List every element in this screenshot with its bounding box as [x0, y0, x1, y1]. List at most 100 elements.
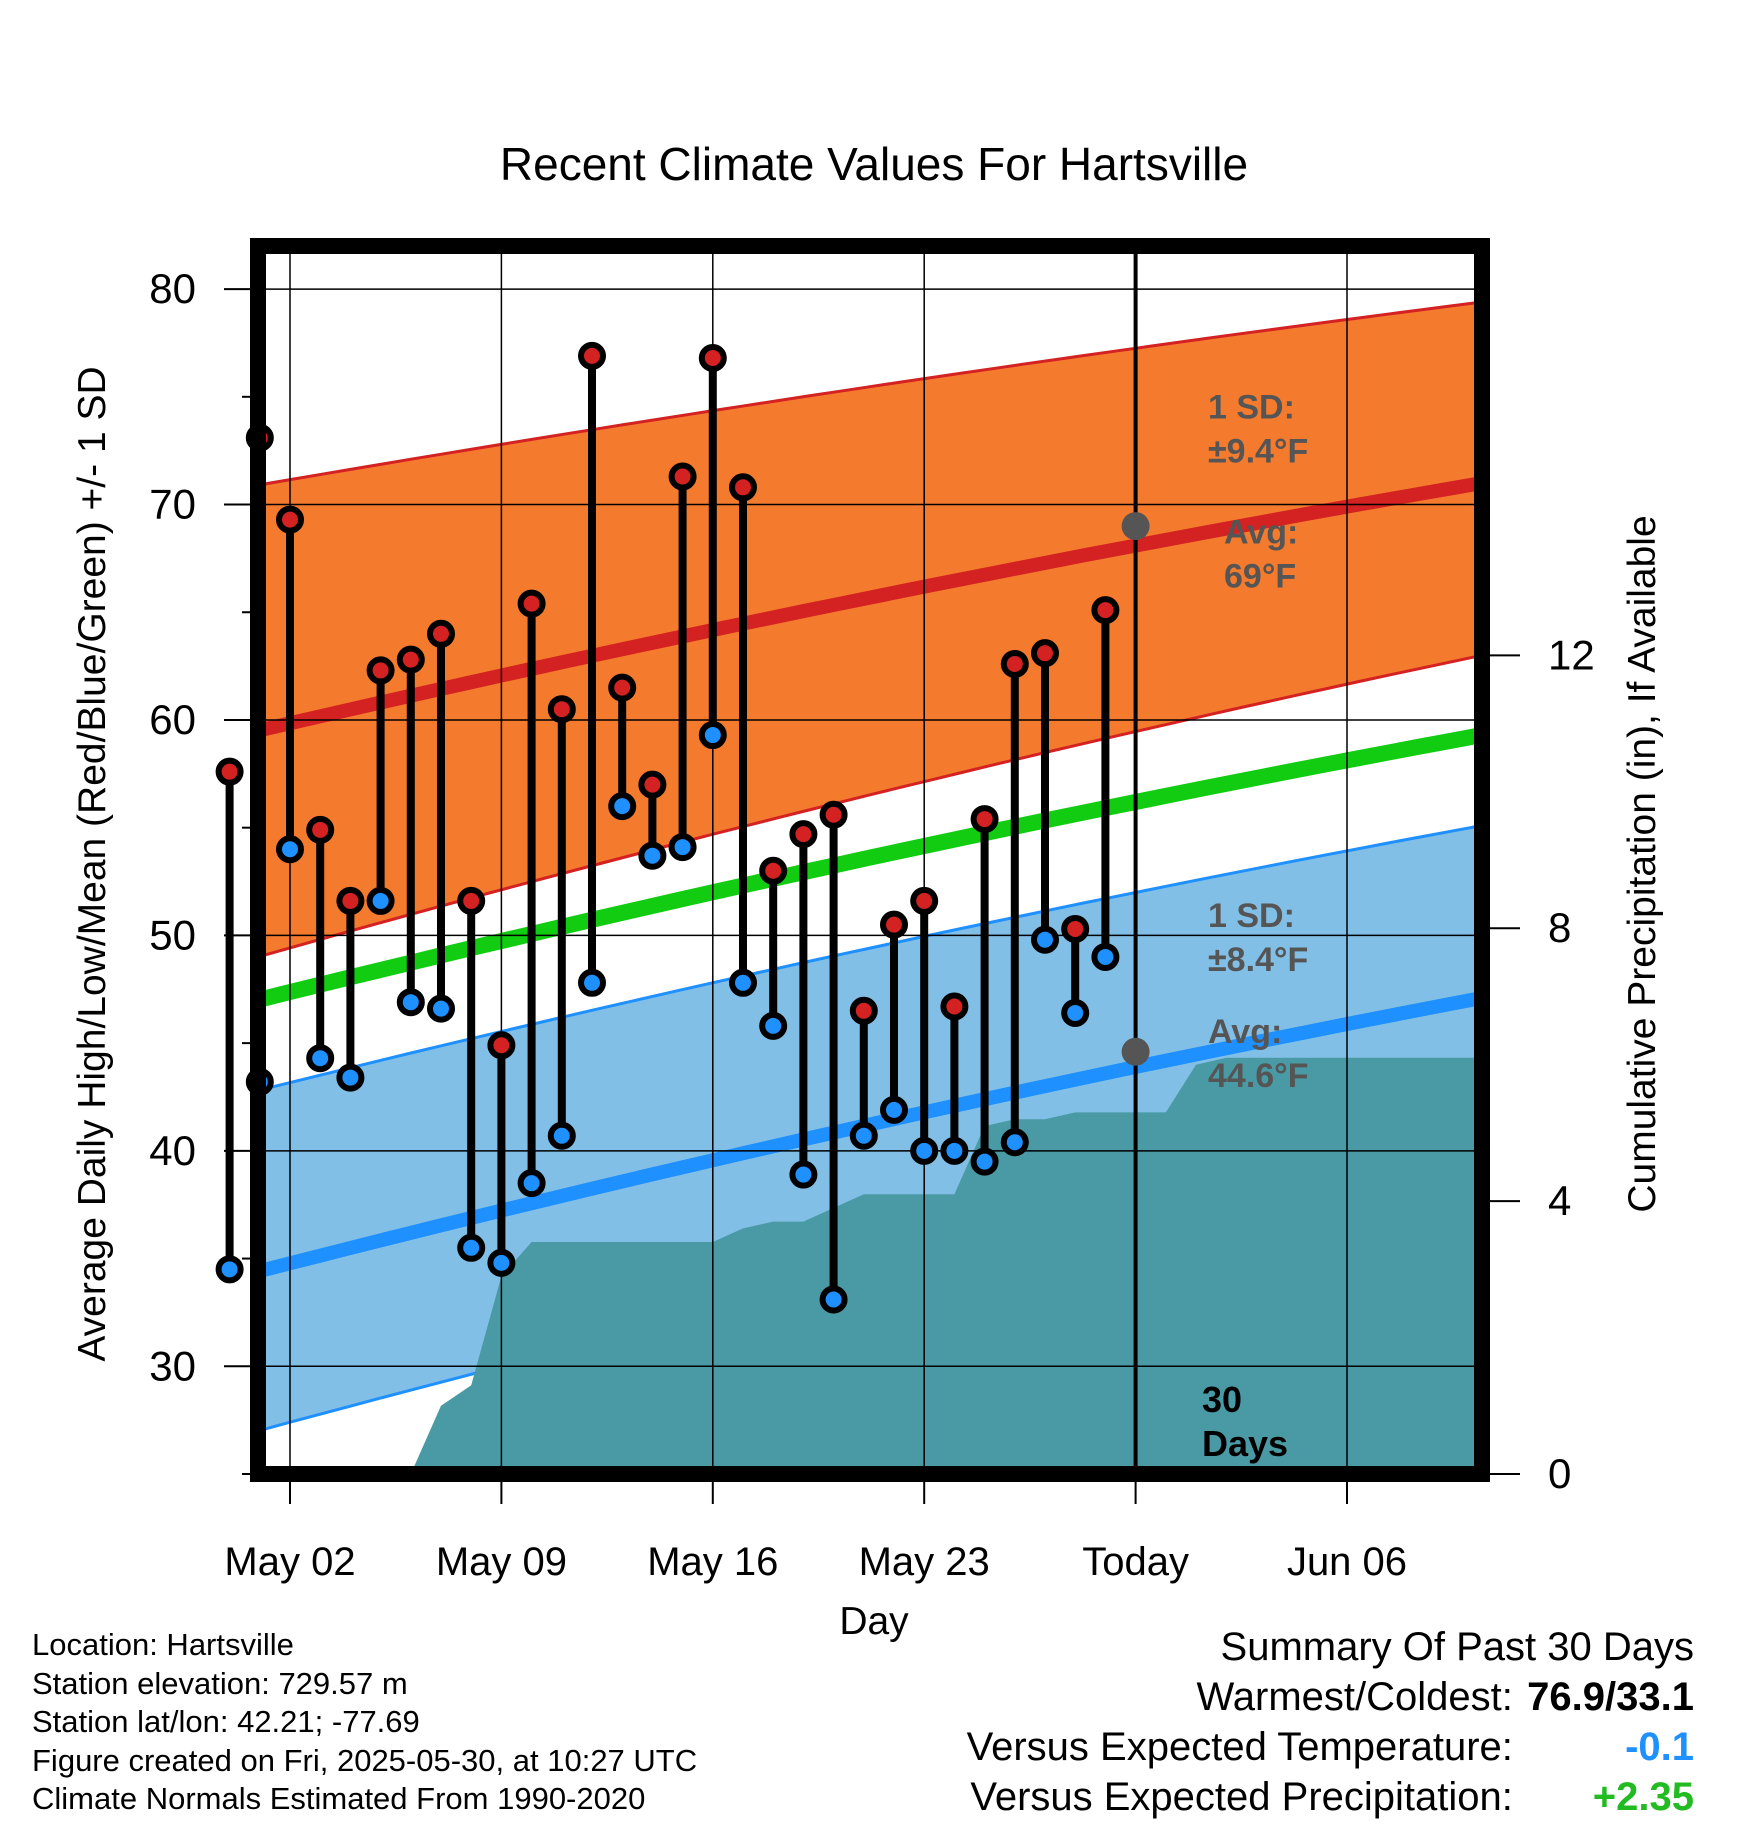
low-point [910, 1136, 939, 1165]
high-point [366, 656, 395, 685]
normals-text: Climate Normals Estimated From 1990-2020 [32, 1781, 646, 1816]
temperature-series: 1 SD: ±9.4°F Avg: 69°F 1 SD: ±8.4°F Avg: 44.6°F… [215, 246, 1309, 1474]
y-tick-label: 80 [149, 265, 196, 312]
low-point [638, 841, 667, 870]
high-point [849, 996, 878, 1025]
high-point [1091, 596, 1120, 625]
low-point [457, 1233, 486, 1262]
annotation-text: Avg: 69°F [1224, 513, 1298, 595]
x-tick-label: May 16 [647, 1540, 778, 1584]
low-point [366, 886, 395, 915]
high-point [608, 673, 637, 702]
y-tick-label: 30 [149, 1342, 196, 1389]
plot-frame [250, 238, 1490, 1482]
low-point [608, 792, 637, 821]
high-normal-line [256, 476, 1484, 738]
high-point [1031, 639, 1059, 668]
high-point [215, 757, 244, 786]
low-point [698, 721, 727, 750]
warmest-value: 76.9/33.1 [1527, 1675, 1694, 1719]
high-point [910, 886, 939, 915]
high-point [668, 462, 697, 491]
average-marker [1121, 1037, 1150, 1066]
annotation-text: 1 SD: ±9.4°F [1208, 388, 1308, 470]
high-point [1000, 649, 1029, 678]
day-range [789, 820, 818, 1189]
annotation-text: 1 SD: ±8.4°F [1208, 897, 1308, 979]
day-range [306, 815, 335, 1073]
day-range [396, 645, 425, 1017]
high-point [306, 815, 335, 844]
day-range [1031, 639, 1059, 954]
day-range [1000, 649, 1029, 1157]
day-range [940, 992, 969, 1165]
precipitation-area [259, 1057, 1559, 1474]
day-range [1091, 596, 1120, 971]
low-point [940, 1136, 969, 1165]
y-axis-label-left: Average Daily High/Low/Mean (Red/Blue/Gr… [71, 366, 114, 1361]
day-range [608, 673, 637, 821]
day-range [880, 910, 908, 1124]
high-point [638, 770, 667, 799]
low-point [849, 1121, 878, 1150]
day-range [517, 589, 546, 1198]
high-point [547, 695, 576, 724]
day-range [729, 473, 757, 997]
precip-value: +2.35 [1592, 1775, 1694, 1819]
temp-value: -0.1 [1625, 1725, 1694, 1769]
x-tick-label: May 02 [224, 1540, 355, 1584]
x-axis-label: Day [839, 1600, 909, 1643]
high-point [427, 619, 455, 648]
low-point [729, 968, 757, 997]
low-point [427, 994, 455, 1023]
low-point [578, 968, 606, 997]
low-point [547, 1121, 576, 1150]
low-point [276, 835, 304, 864]
high-upper-edge [257, 300, 1483, 487]
day-range [849, 996, 878, 1150]
y2-tick-label: 8 [1548, 904, 1571, 951]
low-point [1061, 998, 1090, 1027]
low-point [396, 988, 425, 1017]
day-range [698, 344, 727, 750]
day-range [1061, 914, 1090, 1027]
day-range [487, 1031, 516, 1277]
low-point [1031, 925, 1059, 954]
location-text: Location: Hartsville [32, 1627, 294, 1662]
high-point [880, 910, 908, 939]
day-range [547, 695, 576, 1150]
day-range [578, 341, 606, 997]
y-axis-label-right: Cumulative Precipitation (in), If Availa… [1621, 515, 1664, 1212]
high-point [970, 805, 999, 834]
high-point [276, 505, 304, 534]
high-point [396, 645, 425, 674]
y2-tick-label: 12 [1548, 631, 1595, 678]
frame [250, 238, 1490, 1482]
y-tick-label: 40 [149, 1127, 196, 1174]
y-tick-label: 50 [149, 911, 196, 958]
chart-title: Recent Climate Values For Hartsville [500, 138, 1248, 190]
low-point [668, 833, 697, 862]
low-point [487, 1248, 516, 1277]
latlon-text: Station lat/lon: 42.21; -77.69 [32, 1704, 420, 1739]
high-point [1061, 914, 1090, 943]
high-point [789, 820, 818, 849]
high-point [729, 473, 757, 502]
high-point [759, 856, 788, 885]
day-range [638, 770, 667, 870]
high-point [487, 1031, 516, 1060]
low-point [970, 1147, 999, 1176]
day-range [366, 656, 395, 915]
day-range [970, 805, 999, 1176]
days-label: 30 Days [1202, 1379, 1288, 1464]
low-point [759, 1011, 788, 1040]
day-range [427, 619, 455, 1023]
x-tick-label: Jun 06 [1287, 1540, 1407, 1584]
x-tick-label: May 23 [859, 1540, 990, 1584]
x-tick-label: May 09 [436, 1540, 567, 1584]
summary-precip-row: Versus Expected Precipitation: +2.35 [967, 1772, 1694, 1822]
station-info: Location: Hartsville Station elevation: … [32, 1626, 697, 1819]
y2-tick-label: 4 [1548, 1177, 1571, 1224]
day-range [276, 505, 304, 864]
